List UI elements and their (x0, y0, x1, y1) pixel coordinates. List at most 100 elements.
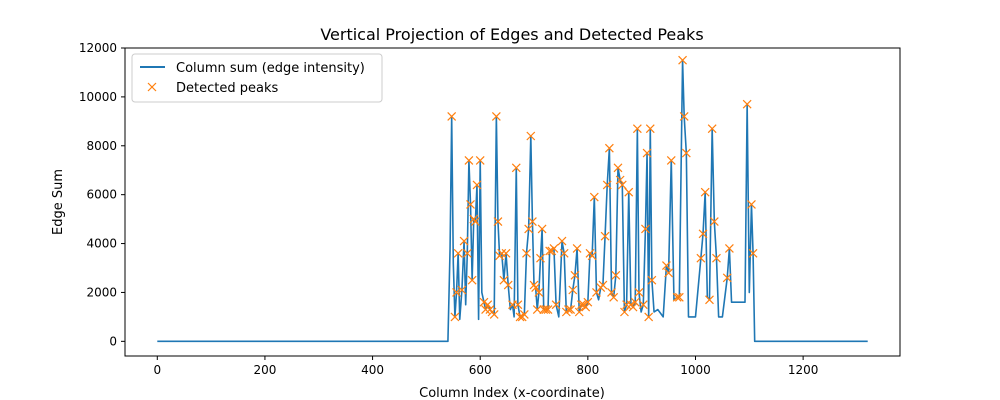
x-tick-label: 600 (469, 363, 492, 377)
peak-marker (457, 285, 467, 295)
peak-marker (674, 292, 684, 302)
peak-marker (607, 288, 616, 297)
peak-marker (537, 224, 547, 234)
peak-marker (747, 200, 756, 209)
peak-marker (450, 312, 460, 322)
peak-marker (453, 248, 463, 258)
legend: Column sum (edge intensity) Detected pea… (131, 53, 383, 103)
peak-marker (541, 305, 551, 314)
peak-marker (501, 248, 511, 258)
y-axis-label: Edge Sum (51, 169, 66, 235)
peak-marker (526, 131, 536, 141)
y-tick-label: 12000 (79, 41, 117, 55)
peak-marker (661, 261, 671, 270)
peak-marker (678, 55, 687, 65)
legend-label-peaks: Detected peaks (176, 81, 278, 96)
peak-marker (641, 224, 650, 234)
y-tick-label: 6000 (86, 188, 117, 202)
peak-marker (628, 302, 638, 312)
peak-marker (545, 246, 555, 256)
y-tick-label: 10000 (79, 90, 117, 104)
peak-marker (557, 236, 567, 246)
peak-marker (696, 253, 706, 263)
y-tick-label: 4000 (86, 237, 117, 251)
peak-marker (479, 297, 489, 307)
peak-marker (534, 288, 544, 297)
y-tick-label: 2000 (86, 285, 117, 299)
peak-marker (522, 248, 531, 258)
peak-marker (666, 156, 676, 165)
peak-marker (600, 231, 610, 241)
peak-marker (470, 217, 480, 226)
peak-marker (642, 148, 652, 158)
peak-marker (447, 112, 457, 121)
peak-marker (459, 236, 469, 246)
plot-area (124, 47, 901, 357)
peak-marker (549, 244, 559, 253)
data-layer (157, 55, 868, 343)
peak-marker (519, 310, 529, 319)
peak-marker (615, 175, 625, 185)
peak-marker (472, 180, 482, 190)
peak-marker (742, 99, 752, 109)
peak-marker (748, 248, 758, 258)
peak-marker (647, 275, 657, 285)
peak-marker (611, 270, 621, 280)
peak-marker (630, 297, 640, 307)
x-axis: 0 200 400 600 800 1000 1200 (153, 356, 818, 377)
peak-marker (532, 305, 542, 314)
legend-marker-swatch (147, 82, 157, 92)
peak-marker (624, 187, 634, 197)
peak-marker (503, 280, 513, 290)
peak-marker (551, 300, 561, 310)
peak-marker (722, 273, 732, 283)
peak-marker (574, 307, 584, 317)
peak-marker (515, 312, 525, 322)
peak-marker (497, 248, 507, 258)
peak-marker (724, 244, 734, 253)
peak-marker (559, 248, 569, 258)
peak-marker (572, 244, 582, 253)
peak-marker (513, 300, 523, 310)
peak-marker (664, 268, 674, 278)
peak-marker (467, 275, 477, 285)
peak-marker (489, 310, 499, 319)
peak-marker (475, 156, 485, 165)
peak-marker (481, 305, 491, 314)
peak-marker (462, 248, 472, 258)
axes-frame (124, 47, 901, 357)
legend-label-line: Column sum (edge intensity) (176, 61, 365, 76)
peak-marker (613, 163, 623, 173)
legend-box (131, 53, 383, 103)
peak-marker (712, 253, 721, 263)
y-axis: 0 2000 4000 6000 8000 10000 12000 (79, 41, 125, 348)
y-tick-label: 8000 (86, 139, 117, 153)
peak-marker (638, 300, 648, 310)
peak-marker (531, 283, 541, 292)
peak-marker (587, 251, 597, 261)
peak-marker (539, 305, 549, 314)
peak-marker (568, 285, 578, 295)
peak-marker (566, 305, 576, 314)
peak-marker (634, 288, 644, 297)
peak-marker (527, 217, 537, 226)
peak-marker (609, 292, 619, 302)
peak-marker (632, 124, 642, 134)
peak-marker (681, 148, 691, 158)
x-tick-label: 400 (361, 363, 384, 377)
peak-marker (645, 124, 655, 134)
peak-marker (452, 288, 461, 297)
peak-marker (536, 253, 545, 263)
peak-marker (483, 300, 493, 310)
peak-marker (511, 163, 521, 173)
peak-marker (679, 112, 689, 121)
peak-marker (620, 307, 629, 317)
x-tick-label: 0 (153, 363, 161, 377)
peak-marker (698, 229, 708, 239)
peak-marker (602, 180, 612, 190)
peak-marker (570, 270, 580, 280)
x-tick-label: 200 (253, 363, 276, 377)
peak-marker (493, 217, 503, 226)
peak-marker (672, 292, 682, 302)
x-tick-label: 1000 (680, 363, 711, 377)
